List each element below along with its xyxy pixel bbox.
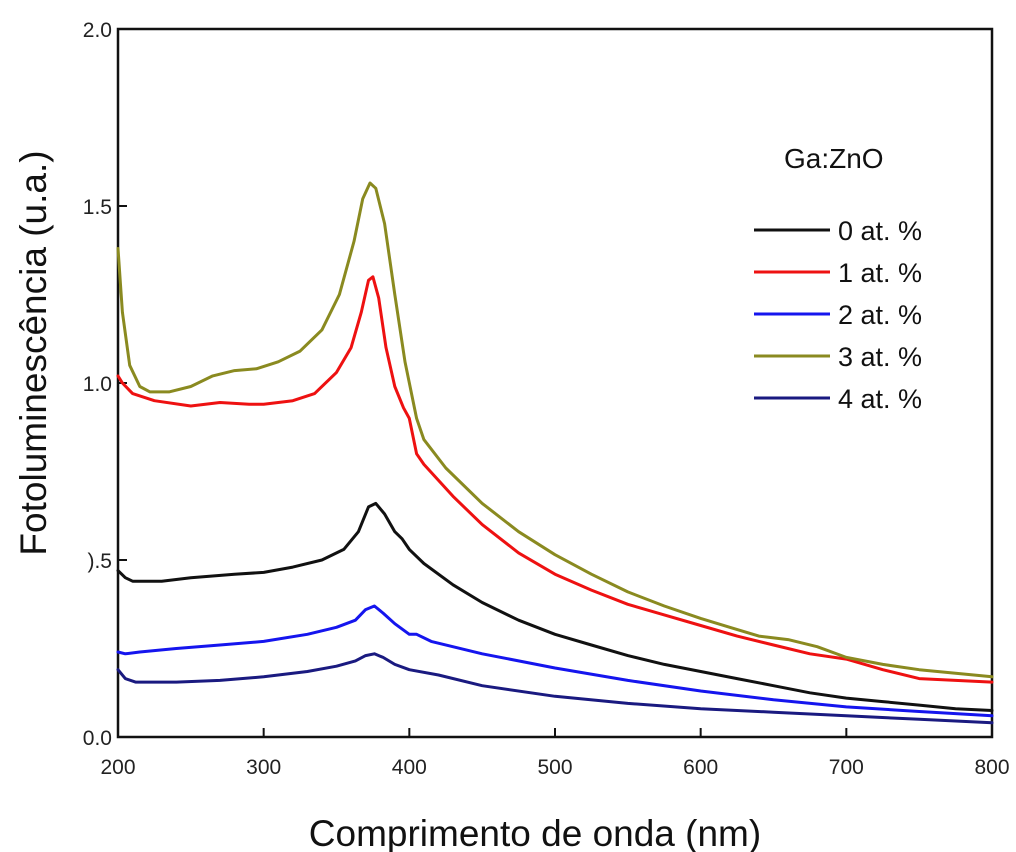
series-line-4 (116, 652, 994, 725)
legend-title: Ga:ZnO (784, 143, 884, 174)
legend-label-3: 3 at. % (838, 342, 922, 372)
x-tick-label: 800 (974, 756, 1009, 779)
y-tick-label: 2.0 (83, 19, 112, 42)
y-tick-label: 1.5 (83, 196, 112, 219)
legend-label-0: 0 at. % (838, 216, 922, 246)
legend-label-2: 2 at. % (838, 300, 922, 330)
x-tick-label: 600 (683, 756, 718, 779)
y-axis-title: Fotoluminescência (u.a.) (13, 150, 54, 555)
x-tick-label: 200 (100, 756, 135, 779)
y-tick-label: 0.0 (83, 727, 112, 750)
x-tick-label: 300 (246, 756, 281, 779)
axis-ticks: 200 300 400 500 600 700 800 0.0 ).5 1.0 1.5 2.0 (83, 19, 1010, 779)
x-tick-label: 700 (829, 756, 864, 779)
series-line-1 (116, 275, 994, 684)
y-tick-label: ).5 (87, 550, 112, 573)
x-tick-label: 400 (392, 756, 427, 779)
plot-frame (116, 27, 994, 739)
x-axis-title: Comprimento de onda (nm) (309, 813, 761, 852)
legend: Ga:ZnO 0 at. % 1 at. % 2 at. % 3 at. % 4 at.… (754, 143, 922, 414)
legend-label-4: 4 at. % (838, 384, 922, 414)
series-line-3 (116, 181, 994, 679)
series-line-0 (116, 501, 994, 712)
x-tick-label: 500 (537, 756, 572, 779)
legend-label-1: 1 at. % (838, 258, 922, 288)
y-tick-label: 1.0 (83, 373, 112, 396)
series-lines (116, 181, 994, 725)
legend-items: 0 at. % 1 at. % 2 at. % 3 at. % 4 at. % (754, 216, 922, 414)
series-line-2 (116, 604, 994, 718)
